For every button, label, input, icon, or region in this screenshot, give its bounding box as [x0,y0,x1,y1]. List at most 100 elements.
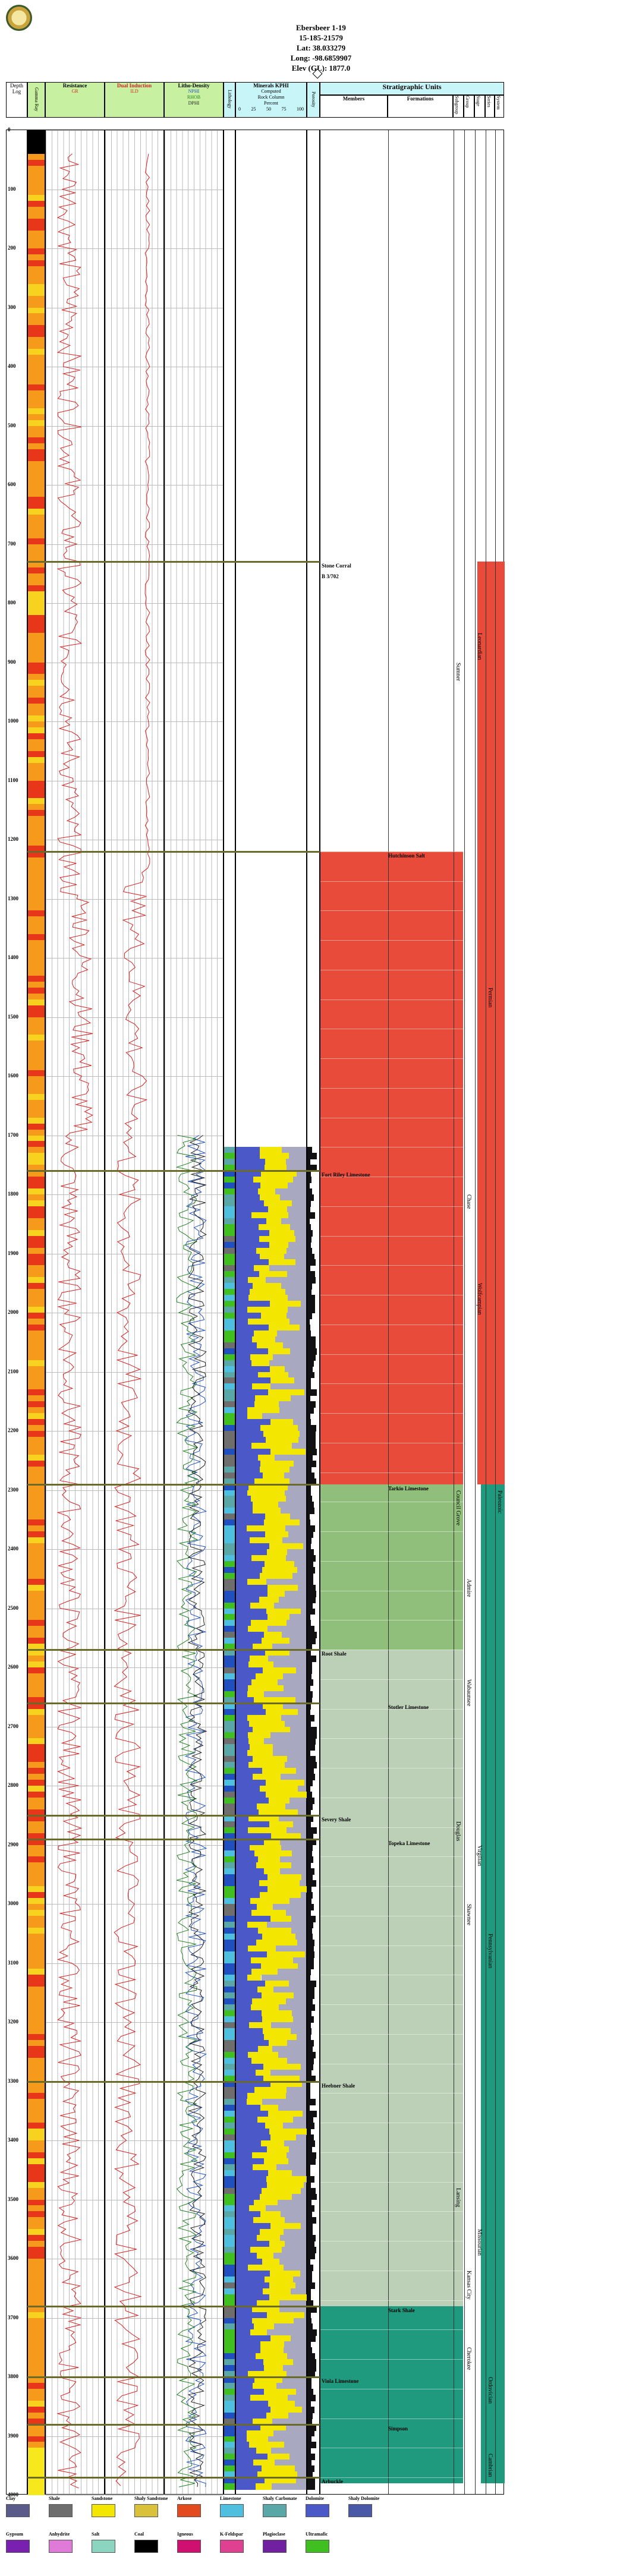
porosity-bar [307,1578,314,1585]
porosity-bar [307,1762,317,1769]
mineral-sandstone [268,2111,303,2118]
grid-line [46,425,104,427]
porosity-bar [307,1324,311,1331]
gamma-band [28,2235,45,2242]
lithology-band [224,1868,235,1875]
gamma-band [28,1247,45,1254]
mineral-dolomite [236,2442,249,2449]
mineral-dolomite [236,1153,260,1160]
mineral-dolomite [236,1786,260,1792]
porosity-bar [307,2323,313,2331]
mineral-dolomite [236,2217,253,2224]
mineral-dolomite [236,1229,270,1237]
gamma-band [28,650,45,657]
mineral-dolomite [236,2016,263,2023]
strat-gridline [320,2033,463,2035]
mineral-shale [273,1904,306,1910]
grid-line [105,1549,163,1550]
porosity-bar [307,1590,317,1597]
mineral-dolomite [236,2004,251,2011]
legend-swatch [263,2540,287,2553]
mineral-shale [291,1850,306,1858]
gamma-band [28,1224,45,1231]
mineral-shale [291,1200,306,1207]
mineral-shale [268,2436,306,2443]
gamma-band [28,1183,45,1190]
lithology-band [224,1212,235,1219]
mineral-dolomite [236,2181,268,2189]
strat-gridline [320,1679,463,1680]
gamma-band [28,1969,45,1976]
formation-top-line [27,1814,320,1817]
litho-density-header: Litho-Density NPHI RHOB DPHI [164,82,224,118]
porosity-bar [307,1496,313,1503]
mineral-sandstone [256,1803,285,1810]
gamma-band [28,2045,45,2052]
mineral-sandstone [263,2028,291,2035]
porosity-bar [307,1951,314,1958]
gamma-band [28,437,45,444]
mineral-shale [288,2412,306,2419]
porosity-bar [307,1442,316,1449]
gamma-band [28,1720,45,1727]
gamma-band [28,195,45,202]
mineral-dolomite [236,1177,254,1184]
porosity-bar [307,2448,311,2455]
mineral-sandstone [252,1644,273,1651]
mineral-shale [278,2004,306,2011]
gamma-band [28,1147,45,1154]
porosity-bar [307,1555,316,1562]
mineral-shale [294,1377,306,1385]
mineral-dolomite [236,1549,267,1556]
mineral-sandstone [258,1809,298,1816]
porosity-bar [307,1786,311,1792]
mineral-shale [290,2028,306,2035]
strat-gridline [320,1738,463,1739]
porosity-bar [307,2111,317,2118]
mineral-dolomite [236,2211,260,2218]
lithology-band [224,2229,235,2236]
mineral-sandstone [268,2039,287,2047]
mineral-sandstone [252,2418,273,2425]
gamma-band [28,1253,45,1260]
grid-line [165,898,223,900]
lithology-band [224,1454,235,1461]
lithology-band [224,1661,235,1668]
mineral-sandstone [248,1685,284,1692]
mineral-shale [289,1797,306,1804]
gamma-band [28,1560,45,1568]
mineral-shale [292,1957,306,1964]
mineral-dolomite [236,1454,258,1461]
lithology-band [224,1892,235,1899]
gamma-band [28,887,45,894]
mineral-shale [288,1212,306,1219]
lithology-band [224,2057,235,2064]
formation-top-line [27,561,320,563]
lithology-band [224,1153,235,1160]
mineral-dolomite [236,1656,250,1663]
depth-header: Depth Log [6,82,27,118]
porosity-bar [307,1283,312,1290]
porosity-bar [307,1224,311,1231]
porosity-bar [307,1514,310,1521]
mineral-sandstone [263,1702,284,1710]
lithology-band [224,1738,235,1745]
resistivity-label: Resistance [62,83,87,89]
mineral-dolomite [236,2477,265,2484]
lithology-band [224,1371,235,1379]
gamma-band [28,1945,45,1952]
mineral-shale [285,1289,306,1296]
lithology-band [224,1839,235,1846]
gamma-band [28,1874,45,1881]
gamma-band [28,1951,45,1958]
lithology-band [224,1336,235,1343]
gamma-band [28,159,45,166]
porosity-bar [307,2039,314,2047]
mineral-shale [284,2140,306,2147]
mineral-sandstone [250,1537,283,1544]
lithology-band [224,1572,235,1579]
mineral-sandstone [262,1667,296,1674]
mineral-dolomite [236,1726,253,1733]
gamma-band [28,1732,45,1739]
mineral-shale [286,1159,306,1166]
